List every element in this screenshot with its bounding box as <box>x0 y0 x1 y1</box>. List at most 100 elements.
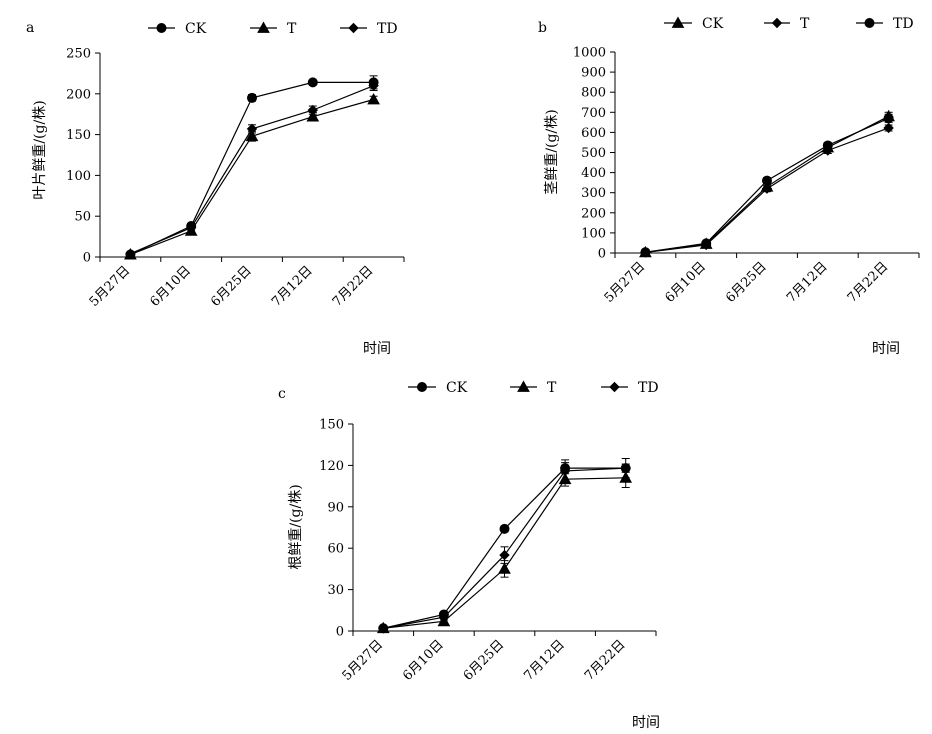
data-point <box>761 183 773 194</box>
x-tick-label: 6月25日 <box>461 637 508 684</box>
data-point <box>306 110 320 122</box>
plot: 0 30 60 90 120 150 5月27日 6月10日 6月25日 7月12日 7月22日 <box>319 418 657 684</box>
x-tick-label: 7月22日 <box>582 637 629 684</box>
x-tick-label: 7月12日 <box>269 263 316 310</box>
data-point <box>499 549 510 561</box>
data-point <box>822 140 833 151</box>
y-tick-label: 100 <box>581 226 606 241</box>
data-point <box>762 175 772 186</box>
legend-label: TD <box>893 16 914 32</box>
legend-label: T <box>547 380 557 396</box>
data-point <box>498 562 511 574</box>
x-tick-label: 6月25日 <box>723 259 770 306</box>
panel-b: b CK T TD 茎鲜重/(g/株) 时间 0 100 200 300 400 500 600… <box>538 16 920 357</box>
y-axis-label: 根鲜重/(g/株) <box>288 484 304 569</box>
data-point <box>640 247 651 258</box>
y-tick-label: 900 <box>581 66 606 81</box>
series-line-t <box>130 98 374 256</box>
legend-marker <box>257 21 270 33</box>
x-axis-label: 时间 <box>632 715 660 731</box>
panel-letter: c <box>278 386 286 402</box>
y-tick-label: 200 <box>66 87 91 102</box>
data-point <box>245 129 259 142</box>
data-point <box>378 623 389 634</box>
x-tick-label: 5月27日 <box>87 263 134 310</box>
legend-marker <box>609 381 620 393</box>
legend-marker <box>156 23 167 33</box>
data-point <box>247 92 257 103</box>
data-point <box>125 248 136 259</box>
legend-label: TD <box>638 380 659 396</box>
series-line-ck <box>130 81 374 256</box>
data-point <box>307 77 318 88</box>
y-tick-label: 600 <box>581 126 606 141</box>
legend-marker <box>771 17 783 29</box>
y-tick-label: 1000 <box>573 46 606 61</box>
y-tick-label: 50 <box>74 210 91 225</box>
legend-label: CK <box>185 21 207 37</box>
y-tick-label: 30 <box>327 583 344 598</box>
panel-letter: b <box>538 20 547 36</box>
y-tick-label: 100 <box>66 169 91 184</box>
y-tick-label: 700 <box>581 106 606 121</box>
y-tick-label: 0 <box>83 251 91 266</box>
y-tick-label: 60 <box>327 542 344 557</box>
legend-marker <box>348 22 359 34</box>
data-point <box>307 104 319 116</box>
y-tick-label: 150 <box>66 128 91 143</box>
data-point <box>883 113 894 124</box>
x-tick-label: 6月10日 <box>147 263 194 310</box>
y-tick-label: 90 <box>327 500 344 515</box>
data-point <box>883 122 894 134</box>
plot: 0 100 200 300 400 500 600 700 800 900 1000 5月27日 6月1… <box>573 46 920 306</box>
legend: CK T TD <box>408 380 659 396</box>
data-point <box>559 465 571 477</box>
legend-label: T <box>800 16 810 32</box>
data-point <box>185 222 197 233</box>
data-point <box>499 523 510 534</box>
x-tick-label: 7月22日 <box>845 259 892 306</box>
y-tick-label: 120 <box>319 459 344 474</box>
data-point <box>367 92 380 105</box>
data-point <box>438 611 450 623</box>
x-tick-label: 6月10日 <box>662 259 709 306</box>
x-tick-label: 7月12日 <box>521 637 568 684</box>
legend-marker <box>517 380 530 392</box>
data-point <box>701 238 712 249</box>
y-tick-label: 250 <box>66 47 91 62</box>
x-tick-label: 6月10日 <box>400 637 447 684</box>
y-tick-label: 400 <box>581 166 606 181</box>
y-axis-label: 叶片鲜重/(g/株) <box>32 100 48 199</box>
legend-marker <box>417 382 427 392</box>
y-tick-label: 0 <box>336 625 344 640</box>
legend-label: TD <box>377 21 398 37</box>
x-axis-label: 时间 <box>872 341 900 357</box>
panel-letter: a <box>26 20 34 36</box>
y-tick-label: 0 <box>598 247 606 262</box>
legend-label: CK <box>446 380 468 396</box>
panel-a: a CK T TD 叶片鲜重/(g/株) 时间 0 50 100 150 200 250 5月2… <box>26 20 405 357</box>
legend-label: T <box>287 21 297 37</box>
y-tick-label: 300 <box>581 186 606 201</box>
series-line-td <box>130 85 374 255</box>
data-point <box>368 80 379 91</box>
x-tick-label: 5月27日 <box>602 259 649 306</box>
x-tick-label: 5月27日 <box>340 637 387 684</box>
y-tick-label: 150 <box>319 418 344 433</box>
x-tick-label: 6月25日 <box>208 263 255 310</box>
legend-marker <box>671 16 685 28</box>
y-tick-label: 500 <box>581 146 606 161</box>
data-point <box>620 462 631 474</box>
legend: CK T TD <box>664 16 914 32</box>
plot: 0 50 100 150 200 250 5月27日 6月10日 6月25日 7月12日 7月22日 <box>66 47 405 310</box>
x-tick-label: 7月22日 <box>330 263 377 310</box>
y-tick-label: 800 <box>581 86 606 101</box>
y-tick-label: 200 <box>581 206 606 221</box>
y-axis-label: 茎鲜重/(g/株) <box>544 109 560 194</box>
panel-c: c CK T TD 根鲜重/(g/株) 时间 0 30 60 90 120 150 5月27日 6… <box>278 380 660 731</box>
legend: CK T TD <box>148 21 398 37</box>
legend-marker <box>864 18 875 28</box>
legend-label: CK <box>702 16 724 32</box>
x-axis-label: 时间 <box>363 341 391 357</box>
